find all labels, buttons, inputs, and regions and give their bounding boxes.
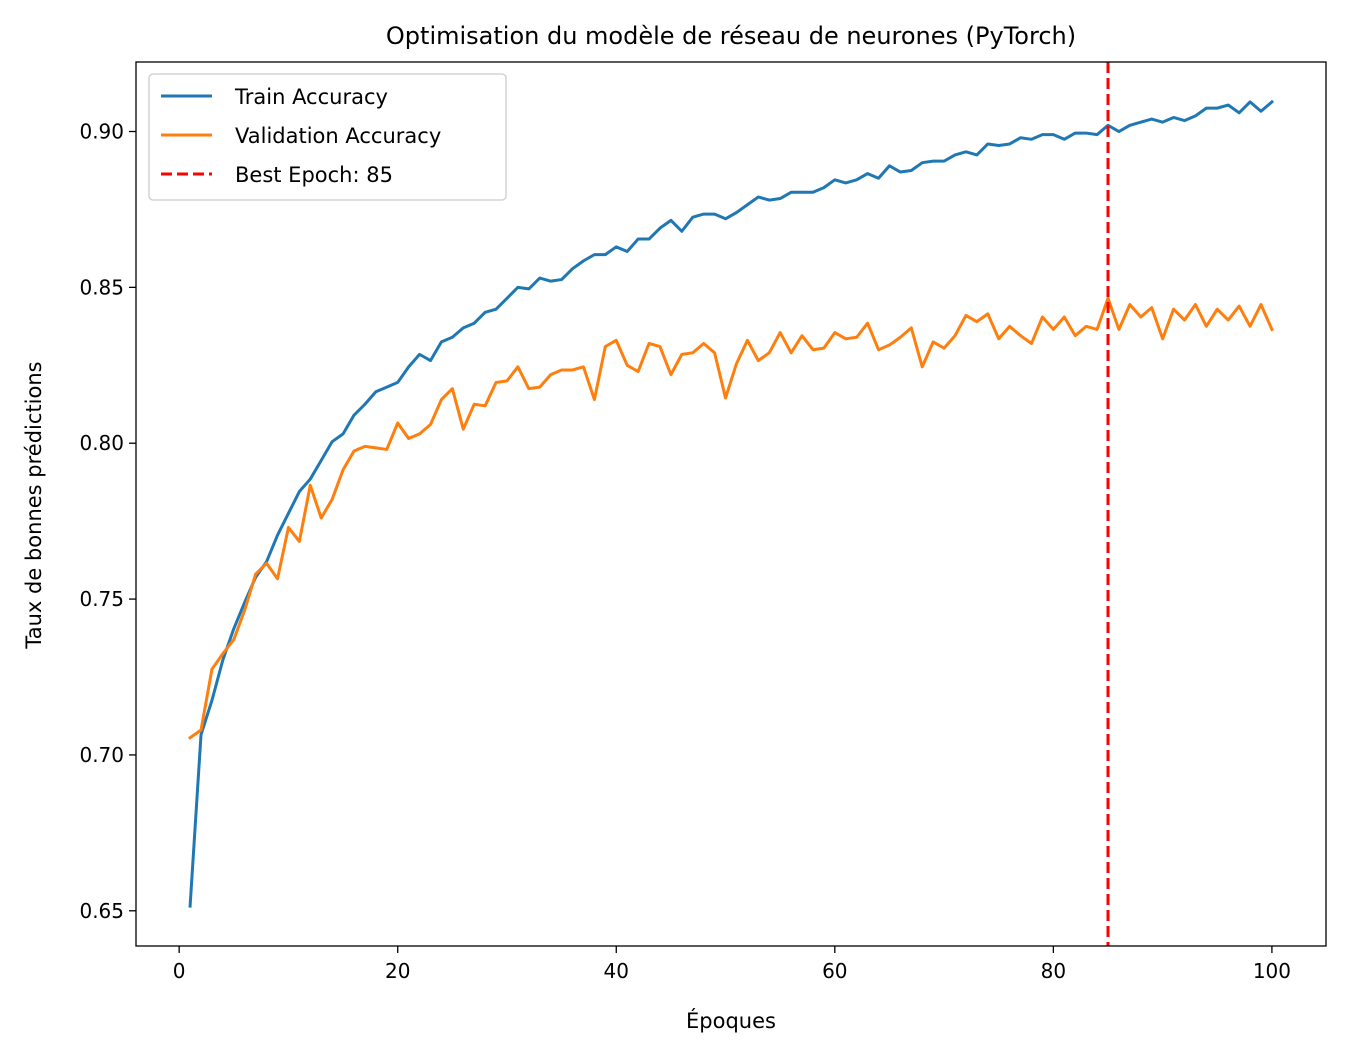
x-axis-label: Époques <box>686 1008 776 1033</box>
series-line-validation-accuracy <box>187 296 1274 740</box>
series-line-train-accuracy <box>188 99 1275 908</box>
plot-clip-group <box>187 62 1275 946</box>
x-tick-label: 0 <box>173 959 186 983</box>
y-tick-label: 0.70 <box>79 743 124 767</box>
y-tick-label: 0.85 <box>79 275 124 299</box>
y-tick-label: 0.80 <box>79 431 124 455</box>
chart-title: Optimisation du modèle de réseau de neur… <box>386 22 1076 50</box>
axes-frame <box>135 61 1327 947</box>
y-tick-label: 0.90 <box>79 120 124 144</box>
legend-label-train-accuracy: Train Accuracy <box>234 85 388 109</box>
legend-box <box>148 73 507 201</box>
axes: 0 20 40 60 80 100 0.65 0.70 0.75 0.80 0.85 0.90 <box>79 61 1327 983</box>
x-tick-label: 40 <box>604 959 629 983</box>
y-axis-label: Taux de bonnes prédictions <box>22 361 46 649</box>
x-tick-label: 80 <box>1041 959 1066 983</box>
x-tick-label: 20 <box>385 959 410 983</box>
x-tick-label: 60 <box>822 959 847 983</box>
legend: Train Accuracy Validation Accuracy Best Ep… <box>148 73 507 201</box>
y-tick-label: 0.65 <box>79 899 124 923</box>
plot-area <box>187 62 1275 946</box>
y-tick-label: 0.75 <box>79 587 124 611</box>
legend-label-validation-accuracy: Validation Accuracy <box>235 124 441 148</box>
x-tick-label: 100 <box>1253 959 1291 983</box>
legend-label-best-epoch: Best Epoch: 85 <box>235 163 393 187</box>
